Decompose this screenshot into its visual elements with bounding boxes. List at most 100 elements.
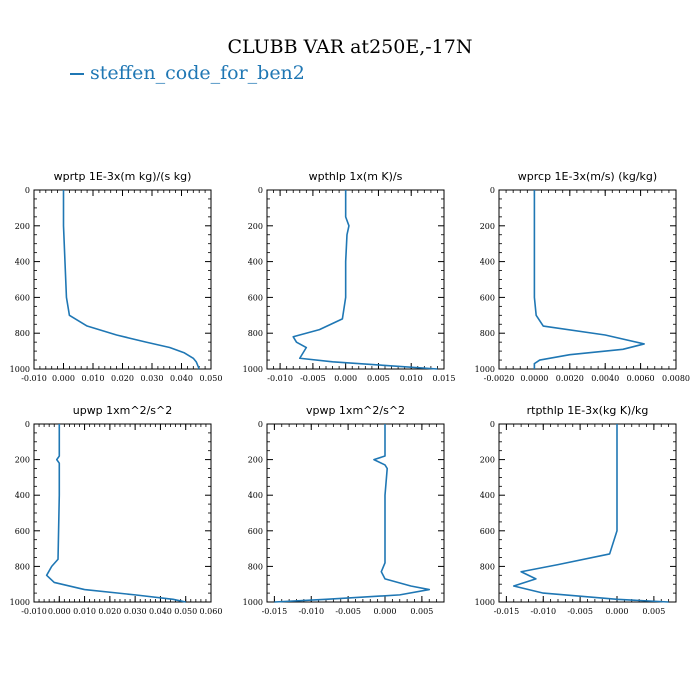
y-tick-label: 400	[15, 491, 30, 500]
x-tick-label: -0.005	[335, 607, 361, 616]
plot-frame	[498, 423, 677, 603]
x-tick-label: 0.030	[141, 374, 164, 383]
series-line	[274, 424, 431, 603]
y-tick-label: 800	[480, 329, 495, 338]
y-tick-label: 1000	[475, 365, 495, 374]
x-tick-label: -0.010	[530, 607, 556, 616]
y-tick-label: 0	[490, 186, 495, 195]
legend-line-swatch	[70, 73, 84, 75]
x-tick-label: 0.000	[52, 374, 75, 383]
y-tick-label: 1000	[243, 598, 263, 607]
x-tick-label: -0.010	[21, 607, 47, 616]
x-tick-label: 0.000	[48, 607, 71, 616]
y-tick-label: 600	[248, 527, 263, 536]
series-line	[512, 424, 669, 603]
y-tick-label: 0	[25, 420, 30, 429]
x-tick-label: 0.015	[433, 374, 456, 383]
y-tick-label: 200	[480, 456, 495, 465]
x-tick-label: -0.010	[267, 374, 293, 383]
plot-frame	[498, 189, 677, 370]
y-tick-label: 800	[248, 562, 263, 571]
x-tick-label: 0.0040	[591, 374, 619, 383]
x-tick-label: 0.050	[200, 374, 223, 383]
plot-frame	[266, 423, 445, 603]
x-tick-label: 0.020	[98, 607, 121, 616]
x-tick-label: 0.000	[374, 607, 397, 616]
x-tick-label: -0.005	[567, 607, 593, 616]
chart-panel-2: wpthlp 1x(m K)/s 0 200 400 600 800 1000 -0.010-…	[243, 170, 456, 383]
chart-panel-3: wprcp 1E-3x(m/s) (kg/kg) 0 200 400 600 800 100…	[475, 170, 690, 383]
y-tick-label: 200	[15, 456, 30, 465]
series-line	[45, 424, 186, 603]
y-tick-label: 800	[15, 562, 30, 571]
x-tick-label: 0.005	[642, 607, 665, 616]
x-tick-label: 0.005	[367, 374, 390, 383]
y-tick-label: 600	[480, 293, 495, 302]
x-tick-label: 0.050	[174, 607, 197, 616]
x-tick-label: -0.010	[21, 374, 47, 383]
panel-title: upwp 1xm^2/s^2	[73, 404, 173, 417]
y-tick-label: 0	[25, 186, 30, 195]
y-tick-label: 600	[15, 527, 30, 536]
x-tick-label: 0.0060	[627, 374, 655, 383]
y-tick-label: 0	[258, 420, 263, 429]
y-tick-label: 400	[15, 258, 30, 267]
x-tick-label: 0.0020	[556, 374, 584, 383]
y-tick-label: 600	[248, 293, 263, 302]
y-tick-label: 0	[490, 420, 495, 429]
y-tick-label: 400	[248, 491, 263, 500]
legend: steffen_code_for_ben2	[70, 62, 470, 84]
x-tick-label: -0.015	[262, 607, 288, 616]
y-tick-label: 800	[248, 329, 263, 338]
x-tick-label: 0.060	[200, 607, 223, 616]
y-tick-label: 800	[480, 562, 495, 571]
series-line	[292, 190, 438, 370]
y-tick-label: 0	[258, 186, 263, 195]
panel-title: vpwp 1xm^2/s^2	[306, 404, 405, 417]
panel-title: wpthlp 1x(m K)/s	[309, 170, 403, 183]
plot-frame	[266, 189, 445, 370]
x-tick-label: 0.040	[149, 607, 172, 616]
y-tick-label: 400	[480, 258, 495, 267]
series-line	[62, 190, 200, 370]
plot-frame	[33, 423, 212, 603]
y-tick-label: 600	[480, 527, 495, 536]
chart-panel-5: vpwp 1xm^2/s^2 0 200 400 600 800 1000-0.015 -0.…	[243, 404, 445, 616]
y-tick-label: 600	[15, 293, 30, 302]
series-line	[533, 190, 645, 369]
chart-panel-1: wprtp 1E-3x(m kg)/(s kg) 0 200 400 600 800 100…	[10, 170, 223, 383]
x-tick-label: 0.0000	[520, 374, 548, 383]
panel-title: rtpthlp 1E-3x(kg K)/kg	[527, 404, 649, 417]
x-tick-label: -0.010	[298, 607, 324, 616]
x-tick-label: 0.040	[170, 374, 193, 383]
y-tick-label: 1000	[10, 598, 30, 607]
chart-panel-6: rtpthlp 1E-3x(kg K)/kg02004006008001000-…	[475, 404, 677, 616]
y-tick-label: 800	[15, 329, 30, 338]
x-tick-label: -0.0020	[484, 374, 515, 383]
y-tick-label: 400	[480, 491, 495, 500]
x-tick-label: 0.030	[124, 607, 147, 616]
y-tick-label: 400	[248, 258, 263, 267]
panel-title: wprtp 1E-3x(m kg)/(s kg)	[54, 170, 192, 183]
y-tick-label: 1000	[243, 365, 263, 374]
y-tick-label: 1000	[475, 598, 495, 607]
x-tick-label: 0.000	[334, 374, 357, 383]
y-tick-label: 200	[15, 222, 30, 231]
x-tick-label: 0.0080	[662, 374, 690, 383]
x-tick-label: 0.010	[82, 374, 105, 383]
y-tick-label: 200	[248, 456, 263, 465]
x-tick-label: 0.010	[73, 607, 96, 616]
legend-label: steffen_code_for_ben2	[90, 62, 305, 84]
x-tick-label: -0.015	[494, 607, 520, 616]
x-tick-label: -0.005	[300, 374, 326, 383]
x-tick-label: 0.010	[400, 374, 423, 383]
panel-title: wprcp 1E-3x(m/s) (kg/kg)	[518, 170, 657, 183]
y-tick-label: 1000	[10, 365, 30, 374]
plot-frame	[33, 189, 212, 370]
y-tick-label: 200	[480, 222, 495, 231]
y-tick-label: 200	[248, 222, 263, 231]
x-tick-label: 0.000	[606, 607, 629, 616]
page-title: CLUBB VAR at250E,-17N	[227, 36, 473, 58]
